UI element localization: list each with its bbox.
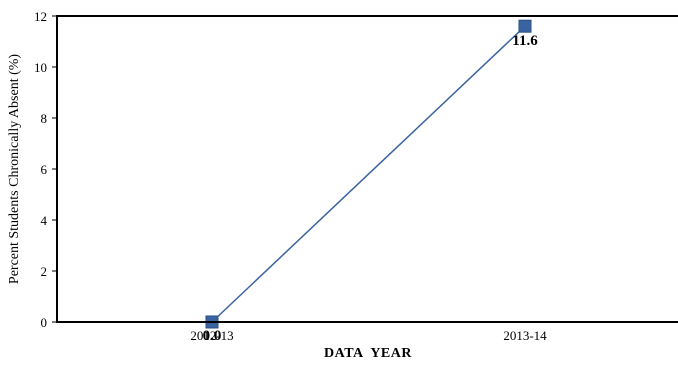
y-tick-label: 4	[41, 213, 48, 228]
y-tick-label: 6	[41, 162, 48, 177]
y-tick-label: 2	[41, 264, 48, 279]
data-labels-group: 0.0 11.6	[203, 33, 539, 344]
y-tick-label: 0	[41, 315, 48, 330]
data-point-marker	[518, 19, 532, 33]
y-tick-label: 8	[41, 111, 48, 126]
y-tick-label: 10	[34, 60, 47, 75]
x-tick-label: 2013-14	[503, 328, 547, 343]
data-label: 0.0	[203, 328, 222, 344]
x-tick-label: 2012-13	[190, 328, 233, 343]
y-axis-ticks: 0 2 4 6 8 10 12	[34, 9, 57, 330]
series-group	[205, 19, 532, 329]
y-tick-label: 12	[34, 9, 47, 24]
y-axis-title: Percent Students Chronically Absent (%)	[7, 54, 22, 285]
x-axis-ticks: 2012-13 2013-14	[190, 328, 547, 343]
series-line	[211, 25, 526, 323]
data-label: 11.6	[512, 33, 538, 49]
x-axis-title: DATA YEAR	[324, 346, 412, 361]
